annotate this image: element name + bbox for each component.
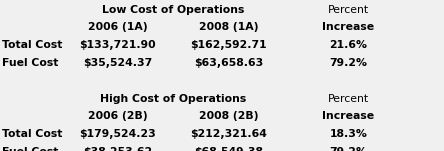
Text: $212,321.64: $212,321.64 — [190, 129, 267, 139]
Text: 21.6%: 21.6% — [329, 40, 368, 50]
Text: 79.2%: 79.2% — [329, 58, 368, 68]
Text: 2006 (2B): 2006 (2B) — [88, 111, 147, 121]
Text: 2008 (1A): 2008 (1A) — [199, 22, 258, 32]
Text: Low Cost of Operations: Low Cost of Operations — [102, 5, 244, 14]
Text: $179,524.23: $179,524.23 — [79, 129, 156, 139]
Text: Fuel Cost: Fuel Cost — [2, 147, 59, 151]
Text: $133,721.90: $133,721.90 — [79, 40, 156, 50]
Text: $63,658.63: $63,658.63 — [194, 58, 263, 68]
Text: 18.3%: 18.3% — [329, 129, 368, 139]
Text: Total Cost: Total Cost — [2, 40, 63, 50]
Text: $35,524.37: $35,524.37 — [83, 58, 152, 68]
Text: Percent: Percent — [328, 94, 369, 104]
Text: 2008 (2B): 2008 (2B) — [199, 111, 258, 121]
Text: $162,592.71: $162,592.71 — [190, 40, 267, 50]
Text: Total Cost: Total Cost — [2, 129, 63, 139]
Text: $68,549.38: $68,549.38 — [194, 147, 263, 151]
Text: Increase: Increase — [322, 22, 375, 32]
Text: $38,253.62: $38,253.62 — [83, 147, 152, 151]
Text: High Cost of Operations: High Cost of Operations — [100, 94, 246, 104]
Text: 79.2%: 79.2% — [329, 147, 368, 151]
Text: Fuel Cost: Fuel Cost — [2, 58, 59, 68]
Text: Percent: Percent — [328, 5, 369, 14]
Text: 2006 (1A): 2006 (1A) — [88, 22, 147, 32]
Text: Increase: Increase — [322, 111, 375, 121]
